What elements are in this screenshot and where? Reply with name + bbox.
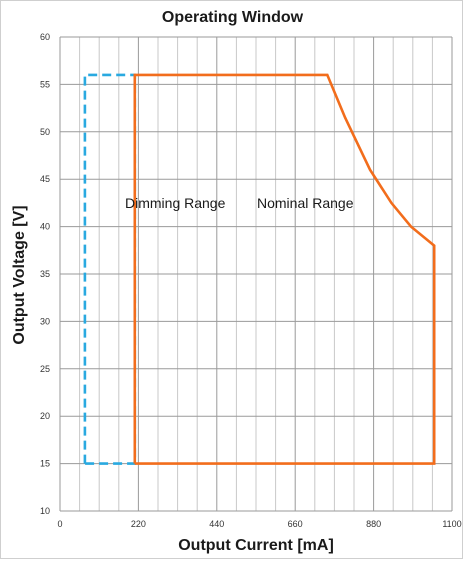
annotation-dimming-range: Dimming Range (125, 195, 226, 211)
y-tick-label: 25 (40, 364, 50, 374)
y-tick-label: 30 (40, 316, 50, 326)
y-tick-label: 50 (40, 127, 50, 137)
series-lines (83, 73, 436, 465)
x-tick-label: 440 (209, 519, 224, 529)
y-tick-label: 45 (40, 174, 50, 184)
y-tick-label: 40 (40, 222, 50, 232)
tick-labels: 0 220 440 660 880 1100 10 15 20 25 30 35 40 45 50 55 60 (40, 32, 462, 529)
y-tick-label: 10 (40, 506, 50, 516)
x-tick-label: 660 (288, 519, 303, 529)
grid (59, 36, 453, 512)
x-tick-label: 1100 (442, 519, 461, 529)
y-tick-label: 35 (40, 269, 50, 279)
y-tick-label: 15 (40, 459, 50, 469)
y-tick-label: 20 (40, 411, 50, 421)
x-axis-label: Output Current [mA] (178, 537, 334, 554)
y-tick-label: 60 (40, 32, 50, 42)
nominal-range-line (133, 73, 436, 465)
dimming-range-line (83, 73, 137, 465)
x-tick-label: 220 (131, 519, 146, 529)
x-tick-label: 0 (57, 519, 62, 529)
annotation-nominal-range: Nominal Range (257, 195, 354, 211)
x-tick-label: 880 (366, 519, 381, 529)
y-tick-label: 55 (40, 79, 50, 89)
annotations: Dimming Range Nominal Range (125, 195, 354, 211)
chart-title: Operating Window (161, 9, 304, 26)
